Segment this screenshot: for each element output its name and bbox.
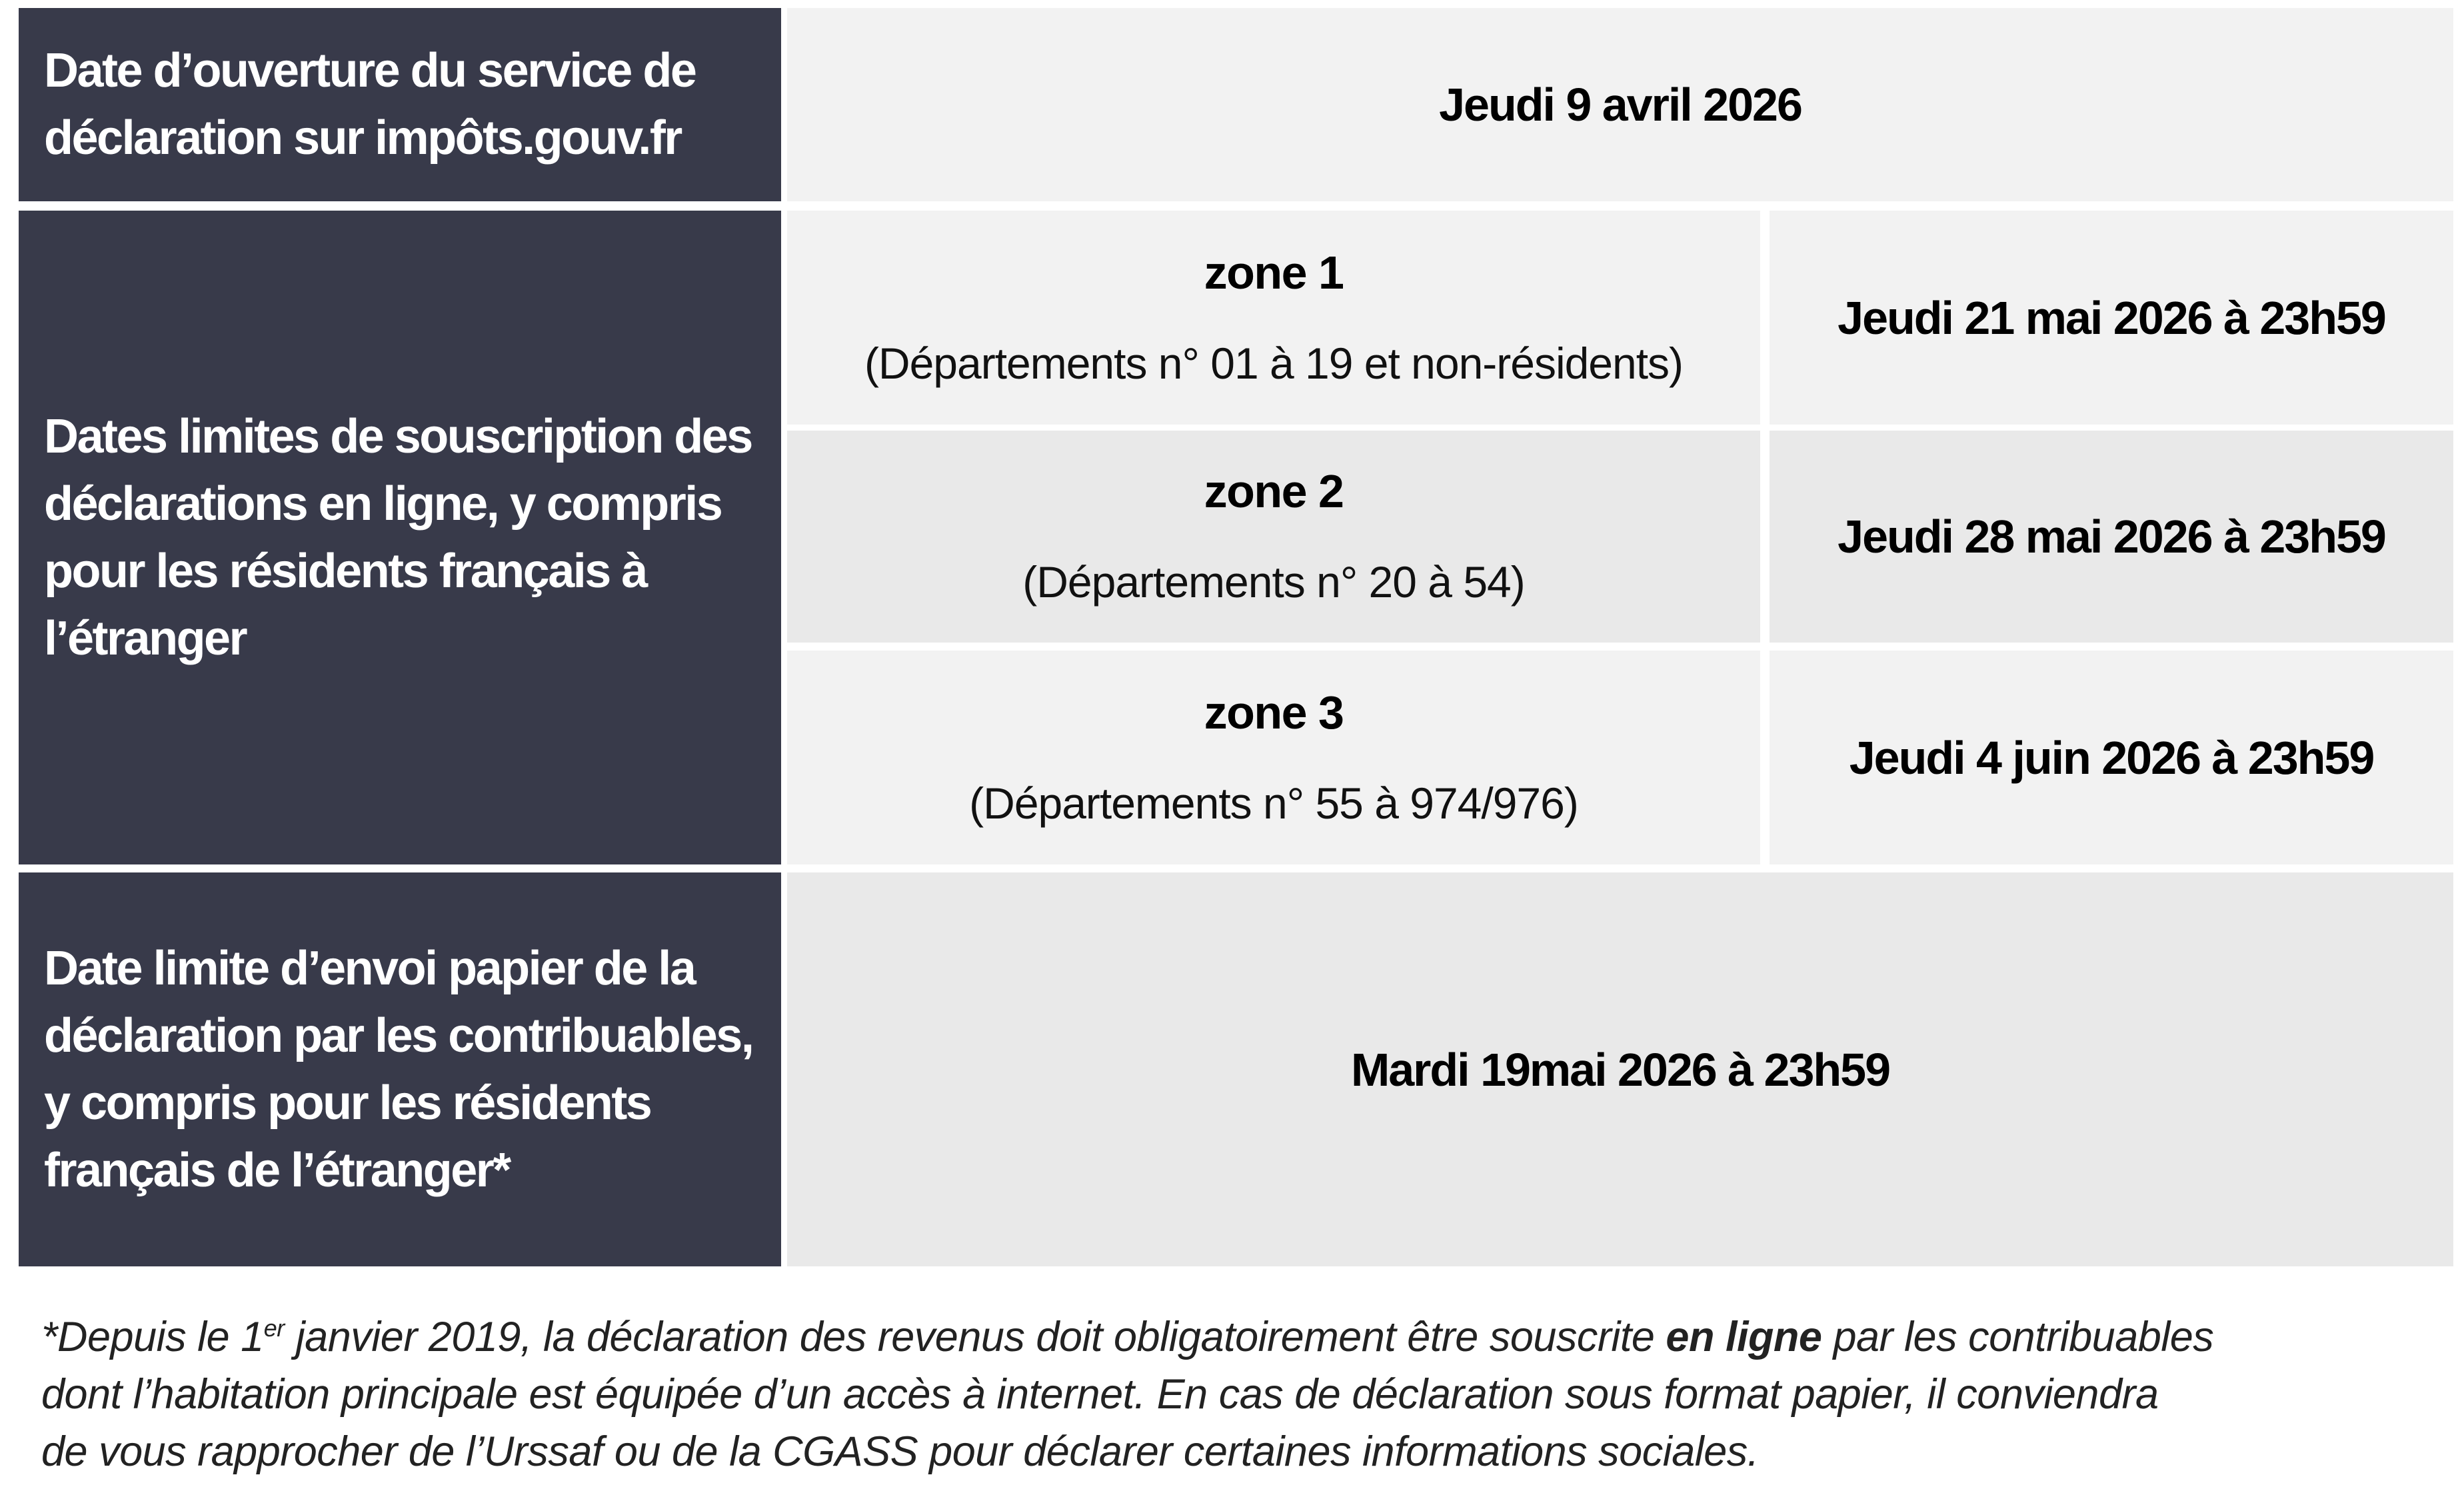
- opening-date-cell: Jeudi 9 avril 2026: [787, 8, 2453, 201]
- zone-deadline: Jeudi 21 mai 2026 à 23h59: [1838, 291, 2387, 344]
- footnote-emphasis: en ligne: [1666, 1314, 1822, 1360]
- row-header-text: Date limite d’envoi papier de la déclara…: [44, 941, 754, 1197]
- zone-departments: (Départements n° 55 à 974/976): [969, 778, 1579, 828]
- zone-departments: (Départements n° 01 à 19 et non-résident…: [864, 338, 1684, 388]
- row-header-paper: Date limite d’envoi papier de la déclara…: [19, 872, 781, 1266]
- zone-3-deadline-cell: Jeudi 4 juin 2026 à 23h59: [1770, 651, 2453, 864]
- footnote-line-1: *Depuis le 1er janvier 2019, la déclarat…: [41, 1300, 2214, 1366]
- opening-date: Jeudi 9 avril 2026: [1439, 79, 1803, 131]
- footnote: *Depuis le 1er janvier 2019, la déclarat…: [41, 1300, 2214, 1480]
- footnote-superscript: er: [263, 1314, 285, 1342]
- zone-name: zone 1: [1204, 246, 1344, 299]
- footnote-line-3: de vous rapprocher de l’Urssaf ou de la …: [41, 1428, 1759, 1475]
- zone-name: zone 2: [1204, 465, 1344, 517]
- paper-date: Mardi 19mai 2026 à 23h59: [1350, 1043, 1891, 1096]
- footnote-text: janvier 2019, la déclaration des revenus…: [284, 1314, 1666, 1360]
- row-header-text: Dates limites de souscription des déclar…: [44, 409, 753, 665]
- zone-departments: (Départements n° 20 à 54): [1022, 557, 1525, 607]
- row-header-online: Dates limites de souscription des déclar…: [19, 211, 781, 864]
- footnote-text: *Depuis le 1: [41, 1314, 264, 1360]
- zone-2-deadline-cell: Jeudi 28 mai 2026 à 23h59: [1770, 431, 2453, 643]
- zone-deadline: Jeudi 28 mai 2026 à 23h59: [1838, 511, 2387, 563]
- zone-3-cell: zone 3 (Départements n° 55 à 974/976): [787, 651, 1760, 864]
- paper-date-cell: Mardi 19mai 2026 à 23h59: [787, 872, 2453, 1266]
- zone-deadline: Jeudi 4 juin 2026 à 23h59: [1849, 731, 2375, 784]
- row-header-text: Date d’ouverture du service de déclarati…: [44, 44, 697, 165]
- footnote-line-2: dont l’habitation principale est équipée…: [41, 1371, 2159, 1418]
- zone-1-deadline-cell: Jeudi 21 mai 2026 à 23h59: [1770, 211, 2453, 425]
- zone-2-cell: zone 2 (Départements n° 20 à 54): [787, 431, 1760, 643]
- row-header-opening: Date d’ouverture du service de déclarati…: [19, 8, 781, 201]
- zone-name: zone 3: [1204, 686, 1344, 739]
- footnote-text: par les contribuables: [1822, 1314, 2214, 1360]
- zone-1-cell: zone 1 (Départements n° 01 à 19 et non-r…: [787, 211, 1760, 425]
